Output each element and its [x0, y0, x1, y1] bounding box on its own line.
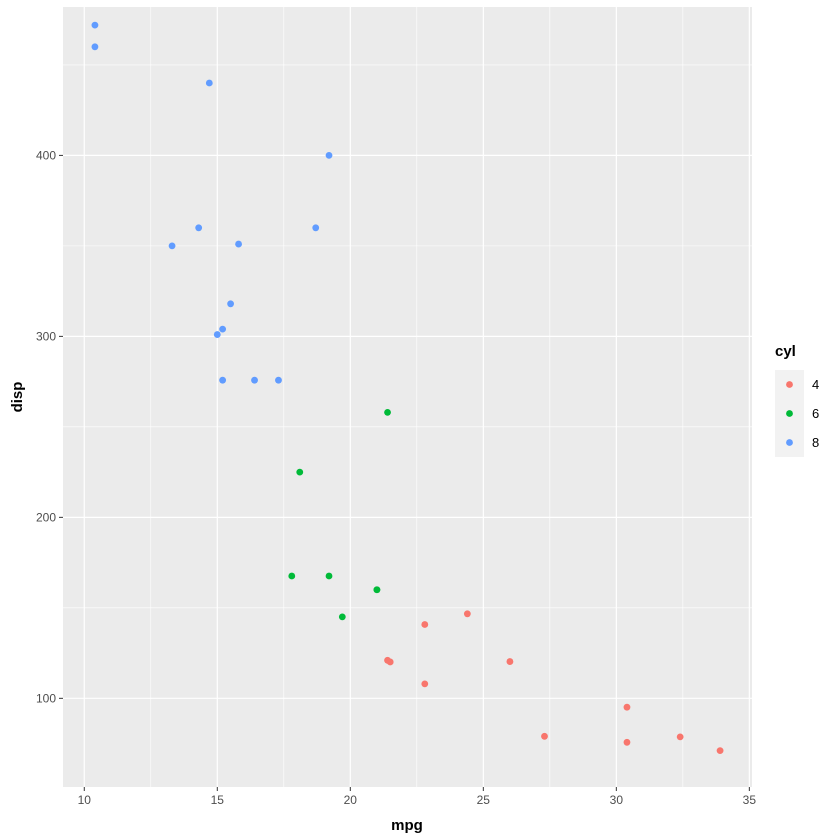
data-point-cyl-6	[296, 468, 304, 476]
data-point-cyl-6	[338, 613, 346, 621]
x-axis-ticks: 10 15 20 25 30 35	[78, 787, 757, 807]
y-tick-label: 400	[36, 148, 56, 162]
data-point-cyl-4	[541, 732, 548, 740]
data-point-cyl-8	[275, 376, 282, 384]
data-point-cyl-8	[91, 43, 99, 51]
y-tick-label: 100	[36, 691, 56, 705]
data-point-cyl-8	[91, 21, 99, 29]
data-point-cyl-8	[219, 325, 227, 333]
y-axis-ticks: 100 200 300 400	[36, 148, 63, 705]
panel-background	[63, 7, 752, 787]
data-point-cyl-4	[463, 610, 471, 618]
data-point-cyl-4	[506, 658, 514, 665]
data-point-cyl-8	[235, 240, 242, 248]
x-tick-label: 35	[743, 793, 757, 807]
legend-label-4: 4	[812, 377, 819, 392]
y-tick-label: 300	[36, 329, 56, 343]
data-point-cyl-8	[205, 79, 213, 87]
data-point-cyl-8	[168, 242, 176, 250]
y-tick-label: 200	[36, 510, 56, 524]
data-point-cyl-4	[676, 733, 684, 741]
data-point-cyl-8	[219, 376, 227, 384]
legend: cyl 4 6 8	[775, 343, 819, 457]
legend-swatch-6	[786, 410, 793, 417]
data-point-cyl-6	[325, 572, 333, 580]
legend-swatch-8	[786, 439, 793, 446]
legend-title: cyl	[775, 343, 796, 360]
data-point-cyl-4	[623, 703, 631, 711]
data-point-cyl-8	[213, 331, 221, 338]
grid-major	[63, 7, 752, 787]
data-point-cyl-6	[373, 586, 381, 594]
data-point-cyl-4	[421, 680, 429, 688]
data-point-cyl-4	[716, 747, 724, 755]
data-point-cyl-6	[288, 572, 296, 580]
data-point-cyl-8	[251, 376, 258, 384]
y-axis-title: disp	[9, 382, 26, 413]
data-points	[91, 21, 724, 755]
data-point-cyl-4	[623, 738, 631, 746]
grid-minor	[63, 7, 752, 787]
x-tick-label: 20	[344, 793, 358, 807]
data-point-cyl-8	[312, 224, 320, 232]
x-tick-label: 15	[211, 793, 225, 807]
data-point-cyl-6	[384, 408, 391, 416]
legend-label-8: 8	[812, 435, 819, 450]
data-point-cyl-8	[227, 300, 234, 308]
data-point-cyl-8	[325, 151, 333, 159]
x-axis-title: mpg	[391, 817, 423, 834]
data-point-cyl-4	[384, 656, 391, 664]
data-point-cyl-4	[421, 621, 429, 628]
legend-items: 4 6 8	[775, 370, 819, 457]
x-tick-label: 25	[477, 793, 491, 807]
x-tick-label: 10	[78, 793, 92, 807]
legend-label-6: 6	[812, 406, 819, 421]
legend-swatch-4	[786, 381, 793, 388]
data-point-cyl-8	[195, 224, 203, 232]
x-tick-label: 30	[610, 793, 624, 807]
